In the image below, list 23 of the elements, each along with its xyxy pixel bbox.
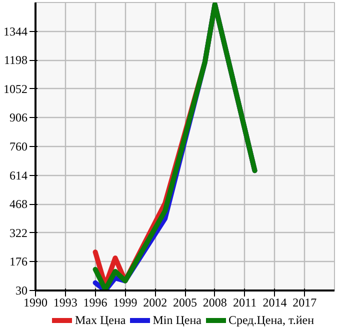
x-tick-label: 1999 xyxy=(113,296,138,310)
y-tick-label: 906 xyxy=(10,110,28,125)
x-tick-label: 1996 xyxy=(83,296,108,310)
y-tick-label: 30 xyxy=(16,284,28,298)
x-tick-label: 2008 xyxy=(202,296,227,310)
legend-label: Max Цена xyxy=(74,312,126,328)
x-tick-label: 1993 xyxy=(53,296,78,310)
y-tick-label: 1052 xyxy=(4,82,28,96)
x-tick-label: 2014 xyxy=(262,296,287,310)
x-tick-label: 1990 xyxy=(24,296,48,310)
x-tick-label: 2002 xyxy=(143,296,168,310)
legend-label: Сред.Цена, т.йен xyxy=(228,312,314,328)
x-tick-label: 2011 xyxy=(233,296,257,310)
y-tick-label: 760 xyxy=(10,140,28,154)
legend-label: Min Цена xyxy=(152,312,202,328)
y-tick-label: 1344 xyxy=(4,24,28,38)
y-tick-label: 1198 xyxy=(4,53,28,68)
y-tick-label: 614 xyxy=(10,168,28,182)
y-tick-label: 176 xyxy=(10,254,28,269)
x-tick-label: 2005 xyxy=(173,296,197,310)
y-tick-label: 322 xyxy=(10,226,28,240)
x-tick-label: 2017 xyxy=(292,296,317,310)
y-tick-label: 468 xyxy=(10,197,28,212)
